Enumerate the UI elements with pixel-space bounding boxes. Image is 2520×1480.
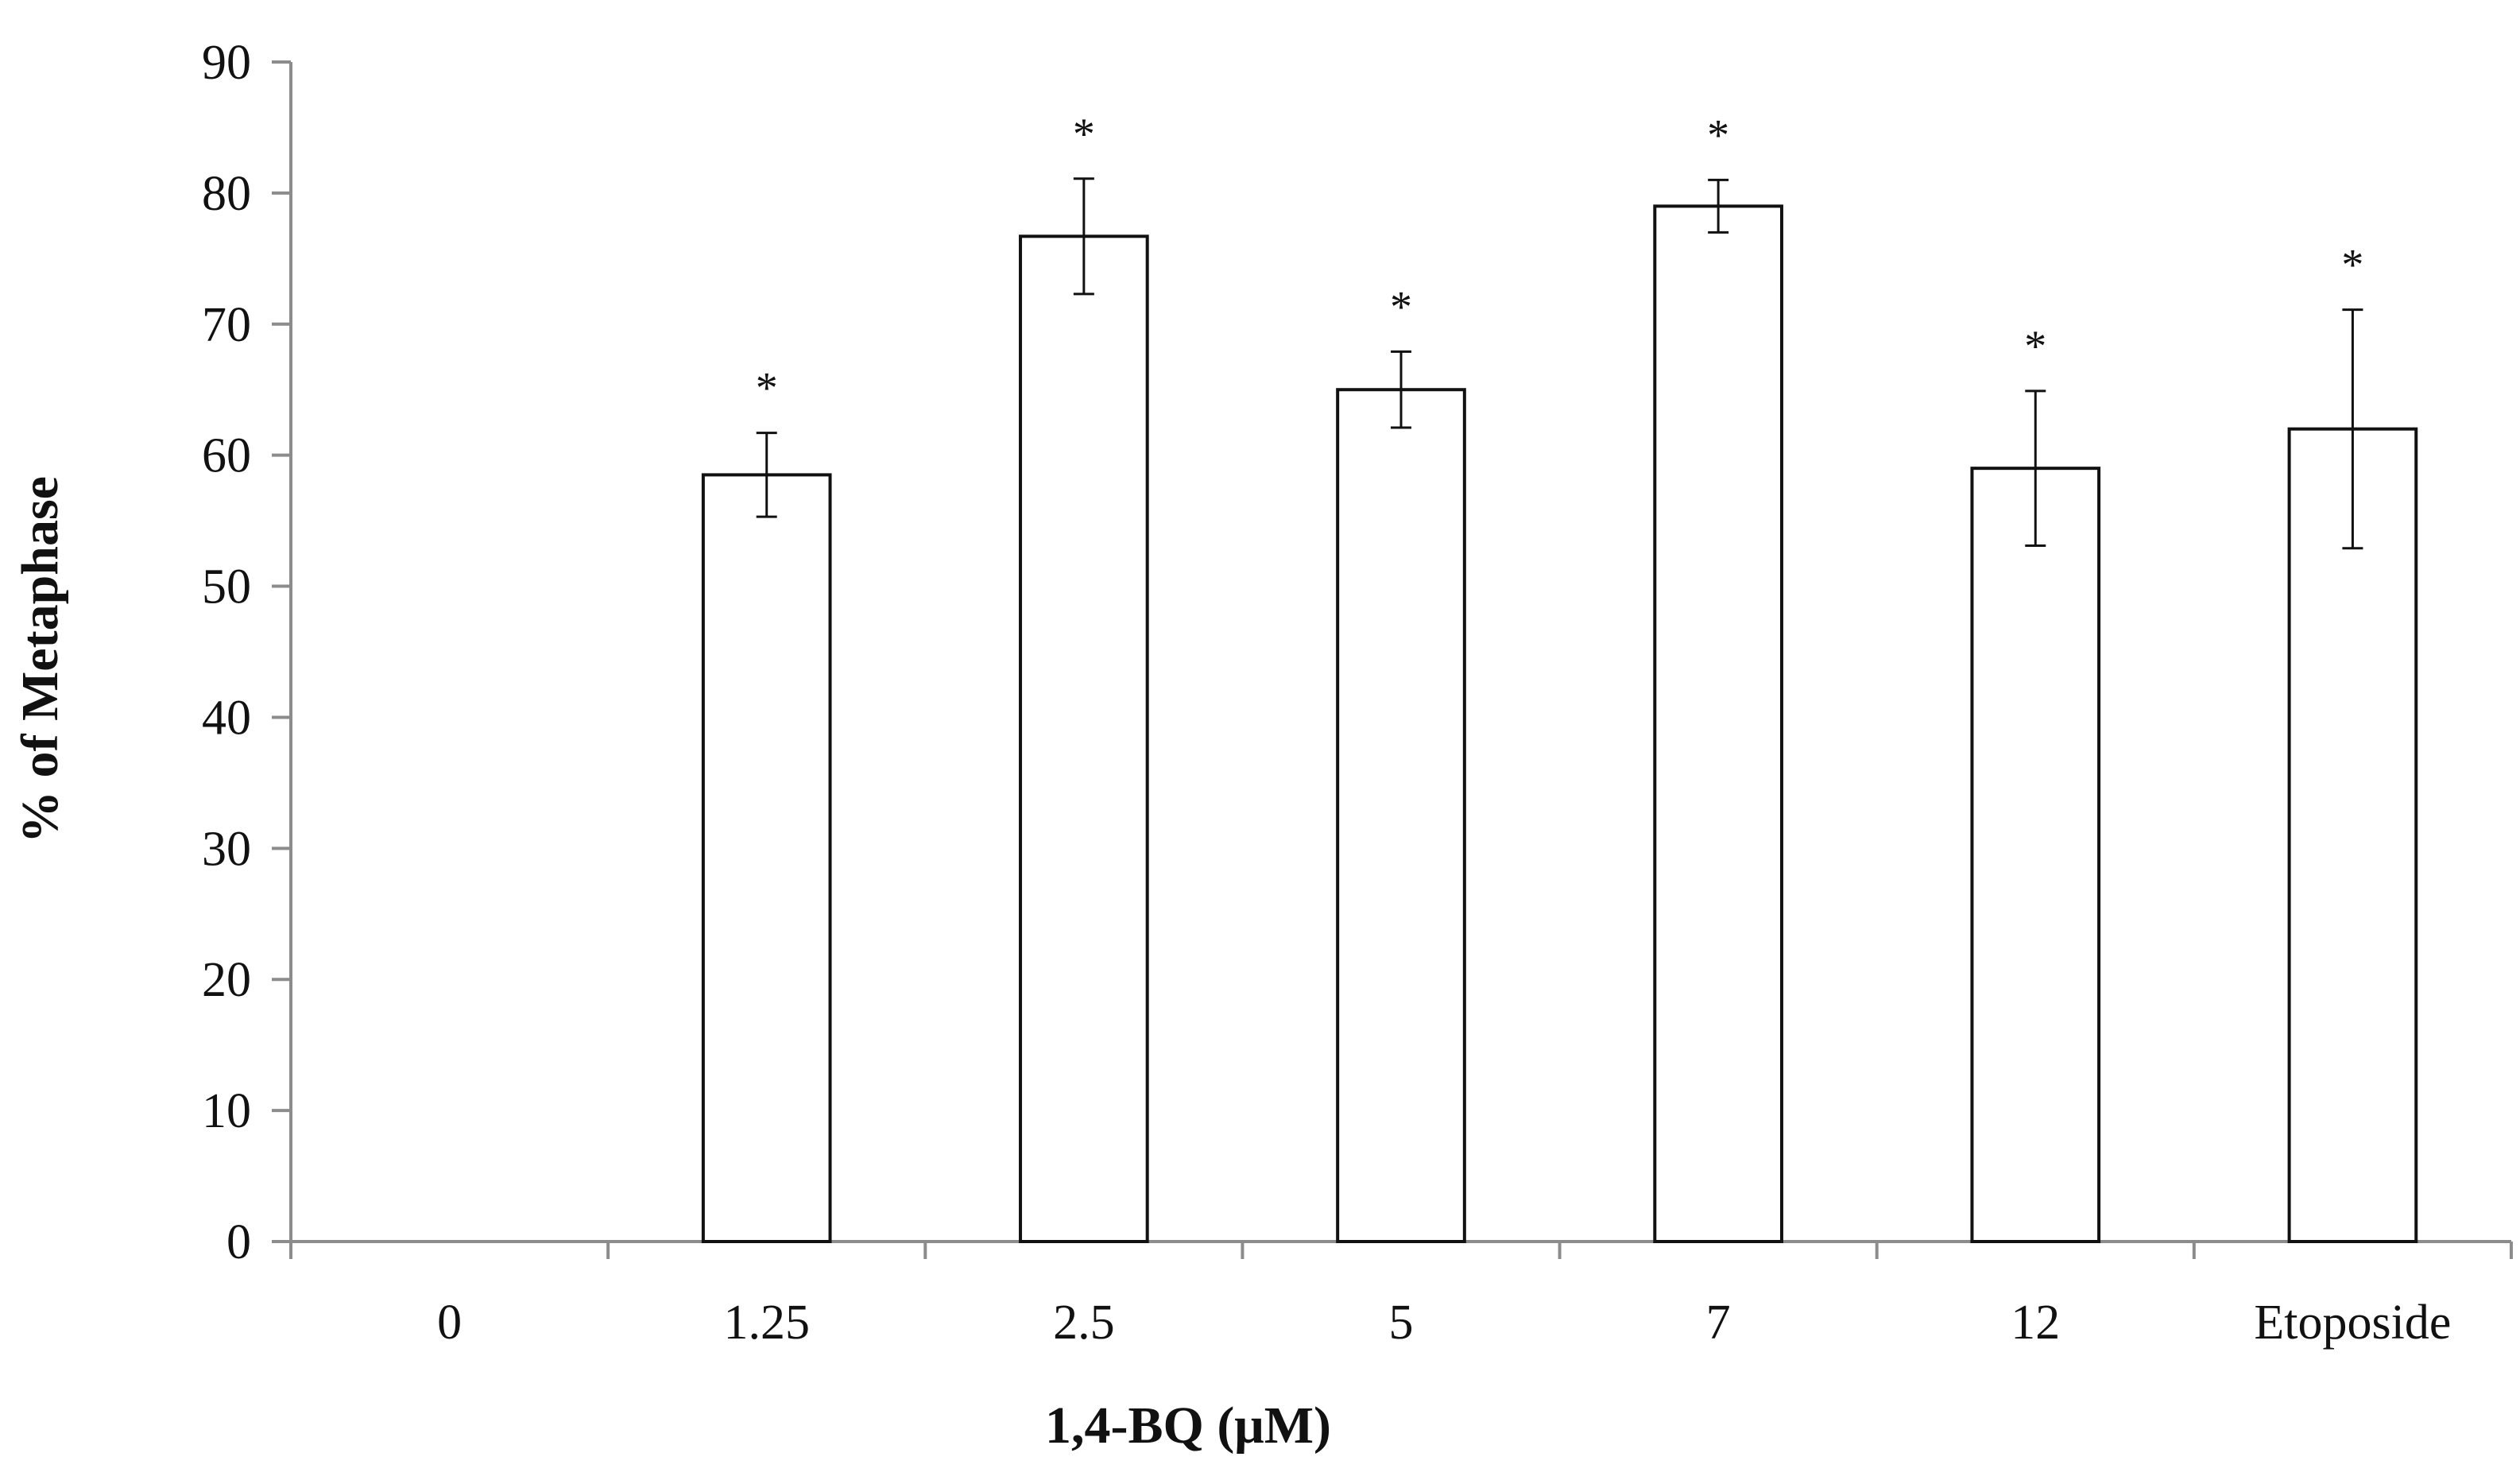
bar xyxy=(1336,388,1466,1244)
significance-marker: * xyxy=(1390,282,1412,331)
x-axis-title: 1,4-BQ (μM) xyxy=(1045,1397,1331,1455)
bar xyxy=(1970,467,2101,1243)
bar xyxy=(1653,204,1783,1243)
significance-marker: * xyxy=(1707,110,1729,160)
bar xyxy=(1019,234,1149,1243)
y-tick-label: 0 xyxy=(226,1215,251,1269)
x-tick-label: Etoposide xyxy=(2254,1296,2451,1350)
x-axis: 0 1.25 2.5 5 7 12 Etoposide xyxy=(289,1240,2513,1350)
x-tick-label: 5 xyxy=(1389,1296,1414,1350)
y-tick-label: 10 xyxy=(202,1084,251,1138)
y-tick-label: 30 xyxy=(202,822,251,876)
bar xyxy=(701,473,832,1243)
x-tick-label: 2.5 xyxy=(1053,1296,1115,1350)
x-tick-label: 0 xyxy=(437,1296,462,1350)
significance-marker: * xyxy=(2024,322,2046,371)
x-tick-label: 7 xyxy=(1706,1296,1731,1350)
significance-marker: * xyxy=(2341,241,2363,290)
x-tick-label: 12 xyxy=(2011,1296,2060,1350)
y-tick-label: 60 xyxy=(202,429,251,483)
y-tick-label: 50 xyxy=(202,560,251,614)
significance-marker: * xyxy=(756,364,778,413)
y-axis: 0 10 20 30 40 50 60 70 80 90 xyxy=(202,36,292,1269)
y-axis-title: % of Metaphase xyxy=(11,476,69,843)
y-tick-label: 20 xyxy=(202,953,251,1007)
bar xyxy=(2287,427,2418,1243)
y-tick-label: 40 xyxy=(202,691,251,745)
bars: * * * * * * xyxy=(701,110,2418,1244)
x-tick-label: 1.25 xyxy=(723,1296,810,1350)
y-tick-label: 70 xyxy=(202,298,251,352)
y-tick-label: 90 xyxy=(202,36,251,90)
significance-marker: * xyxy=(1073,110,1095,159)
y-tick-label: 80 xyxy=(202,167,251,221)
